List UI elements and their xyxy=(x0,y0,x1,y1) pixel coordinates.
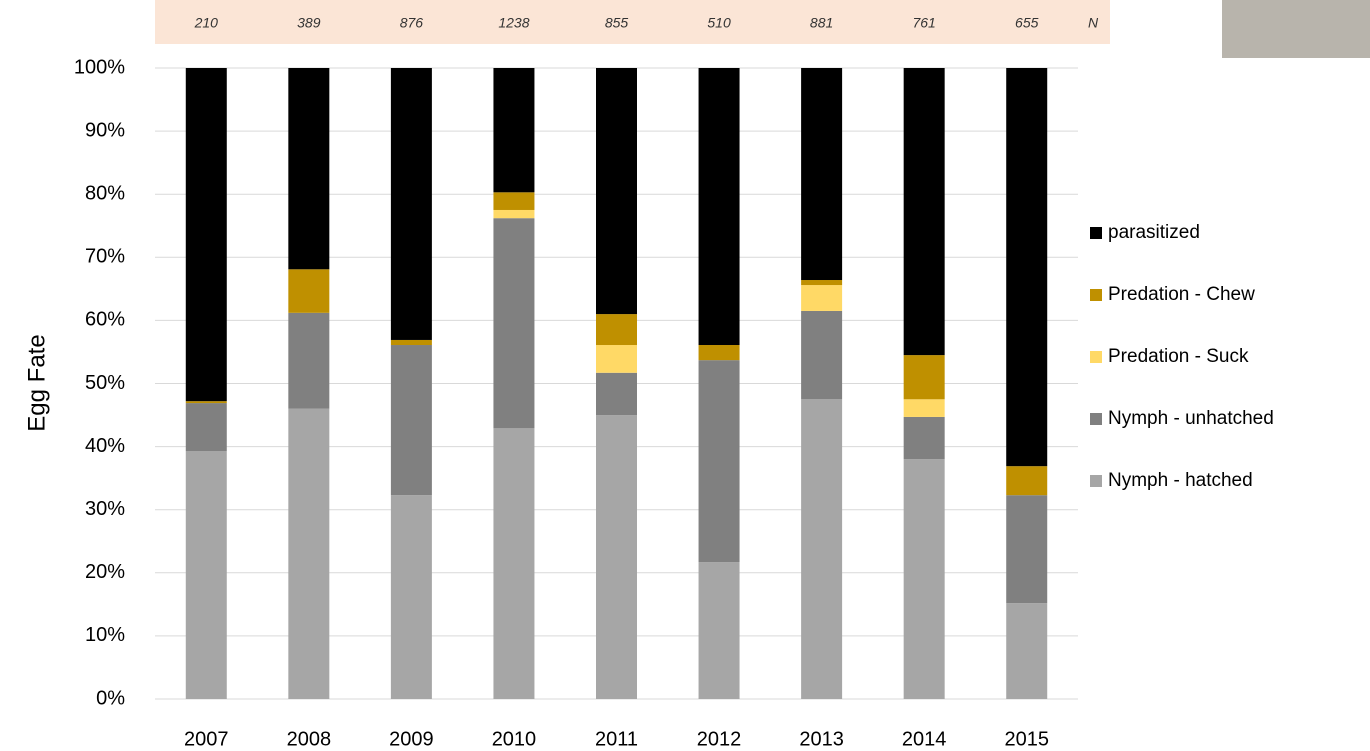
bar-segment xyxy=(1006,68,1047,466)
bar-segment xyxy=(904,68,945,355)
y-tick-label: 40% xyxy=(85,435,125,457)
y-tick-label: 50% xyxy=(85,372,125,394)
legend-label: Nymph - unhatched xyxy=(1108,408,1274,429)
legend-swatch xyxy=(1090,227,1102,239)
x-tick-label: 2007 xyxy=(184,728,229,750)
legend-label: Predation - Suck xyxy=(1108,346,1249,367)
bar-segment xyxy=(186,401,227,403)
bar-segment xyxy=(391,345,432,495)
y-tick-label: 30% xyxy=(85,498,125,520)
bar-segment xyxy=(186,403,227,451)
bar-segment xyxy=(801,399,842,699)
x-tick-label: 2013 xyxy=(799,728,844,750)
bar-segment xyxy=(699,345,740,360)
bar-segment xyxy=(288,68,329,269)
bar-segment xyxy=(801,285,842,311)
x-tick-label: 2012 xyxy=(697,728,742,750)
bar-segment xyxy=(288,409,329,699)
y-tick-label: 60% xyxy=(85,309,125,331)
n-value: 510 xyxy=(707,15,731,31)
n-value: 761 xyxy=(912,15,935,31)
bar-segment xyxy=(186,68,227,401)
bar-segment xyxy=(391,495,432,699)
bar-segment xyxy=(493,218,534,428)
x-tick-label: 2015 xyxy=(1004,728,1049,750)
n-label: N xyxy=(1088,15,1099,31)
legend-label: Nymph - hatched xyxy=(1108,470,1253,491)
bar-segment xyxy=(699,360,740,562)
bar-segment xyxy=(493,428,534,699)
bar-segment xyxy=(493,210,534,218)
n-value: 881 xyxy=(810,15,833,31)
bar-segment xyxy=(288,313,329,409)
bar-segment xyxy=(596,314,637,345)
bar-segment xyxy=(904,399,945,417)
bar-segment xyxy=(288,269,329,313)
n-value: 389 xyxy=(297,15,321,31)
y-tick-label: 20% xyxy=(85,561,125,583)
bar-segment xyxy=(1006,603,1047,699)
n-value: 1238 xyxy=(498,15,529,31)
bar-segment xyxy=(699,68,740,345)
y-tick-label: 10% xyxy=(85,624,125,646)
bar-segment xyxy=(493,192,534,210)
bar-segment xyxy=(1006,466,1047,495)
n-value: 210 xyxy=(194,15,219,31)
n-value: 855 xyxy=(605,15,629,31)
bar-segment xyxy=(904,417,945,459)
legend-swatch xyxy=(1090,475,1102,487)
photo-thumbnail xyxy=(1222,0,1370,58)
n-value: 655 xyxy=(1015,15,1039,31)
y-axis-title: Egg Fate xyxy=(23,334,50,431)
x-tick-label: 2014 xyxy=(902,728,947,750)
y-tick-label: 70% xyxy=(85,246,125,268)
n-value: 876 xyxy=(400,15,424,31)
bar-segment xyxy=(186,451,227,699)
y-tick-label: 90% xyxy=(85,119,125,141)
bar-segment xyxy=(801,280,842,285)
legend-swatch xyxy=(1090,413,1102,425)
y-tick-label: 80% xyxy=(85,182,125,204)
x-tick-label: 2011 xyxy=(595,728,638,750)
legend-label: Predation - Chew xyxy=(1108,284,1255,305)
x-tick-label: 2009 xyxy=(389,728,434,750)
legend-label: parasitized xyxy=(1108,222,1200,243)
bar-segment xyxy=(1006,495,1047,603)
bar-segment xyxy=(493,68,534,192)
bar-segment xyxy=(699,562,740,699)
bar-segment xyxy=(904,355,945,399)
bar-segment xyxy=(391,340,432,345)
y-tick-label: 0% xyxy=(96,687,125,709)
bar-segment xyxy=(801,311,842,399)
y-tick-label: 100% xyxy=(74,56,125,78)
bar-segment xyxy=(596,68,637,314)
legend-swatch xyxy=(1090,351,1102,363)
bar-segment xyxy=(904,459,945,699)
bar-segment xyxy=(596,345,637,373)
x-tick-label: 2010 xyxy=(492,728,537,750)
bar-segment xyxy=(391,68,432,340)
chart: Egg Fate 0% 10% 20% 30% 40% 50% 60% 70% 80% 90% 10… xyxy=(0,0,1370,751)
bar-segment xyxy=(801,68,842,280)
legend-swatch xyxy=(1090,289,1102,301)
bar-segment xyxy=(596,373,637,415)
bar-segment xyxy=(596,415,637,699)
x-tick-label: 2008 xyxy=(287,728,332,750)
